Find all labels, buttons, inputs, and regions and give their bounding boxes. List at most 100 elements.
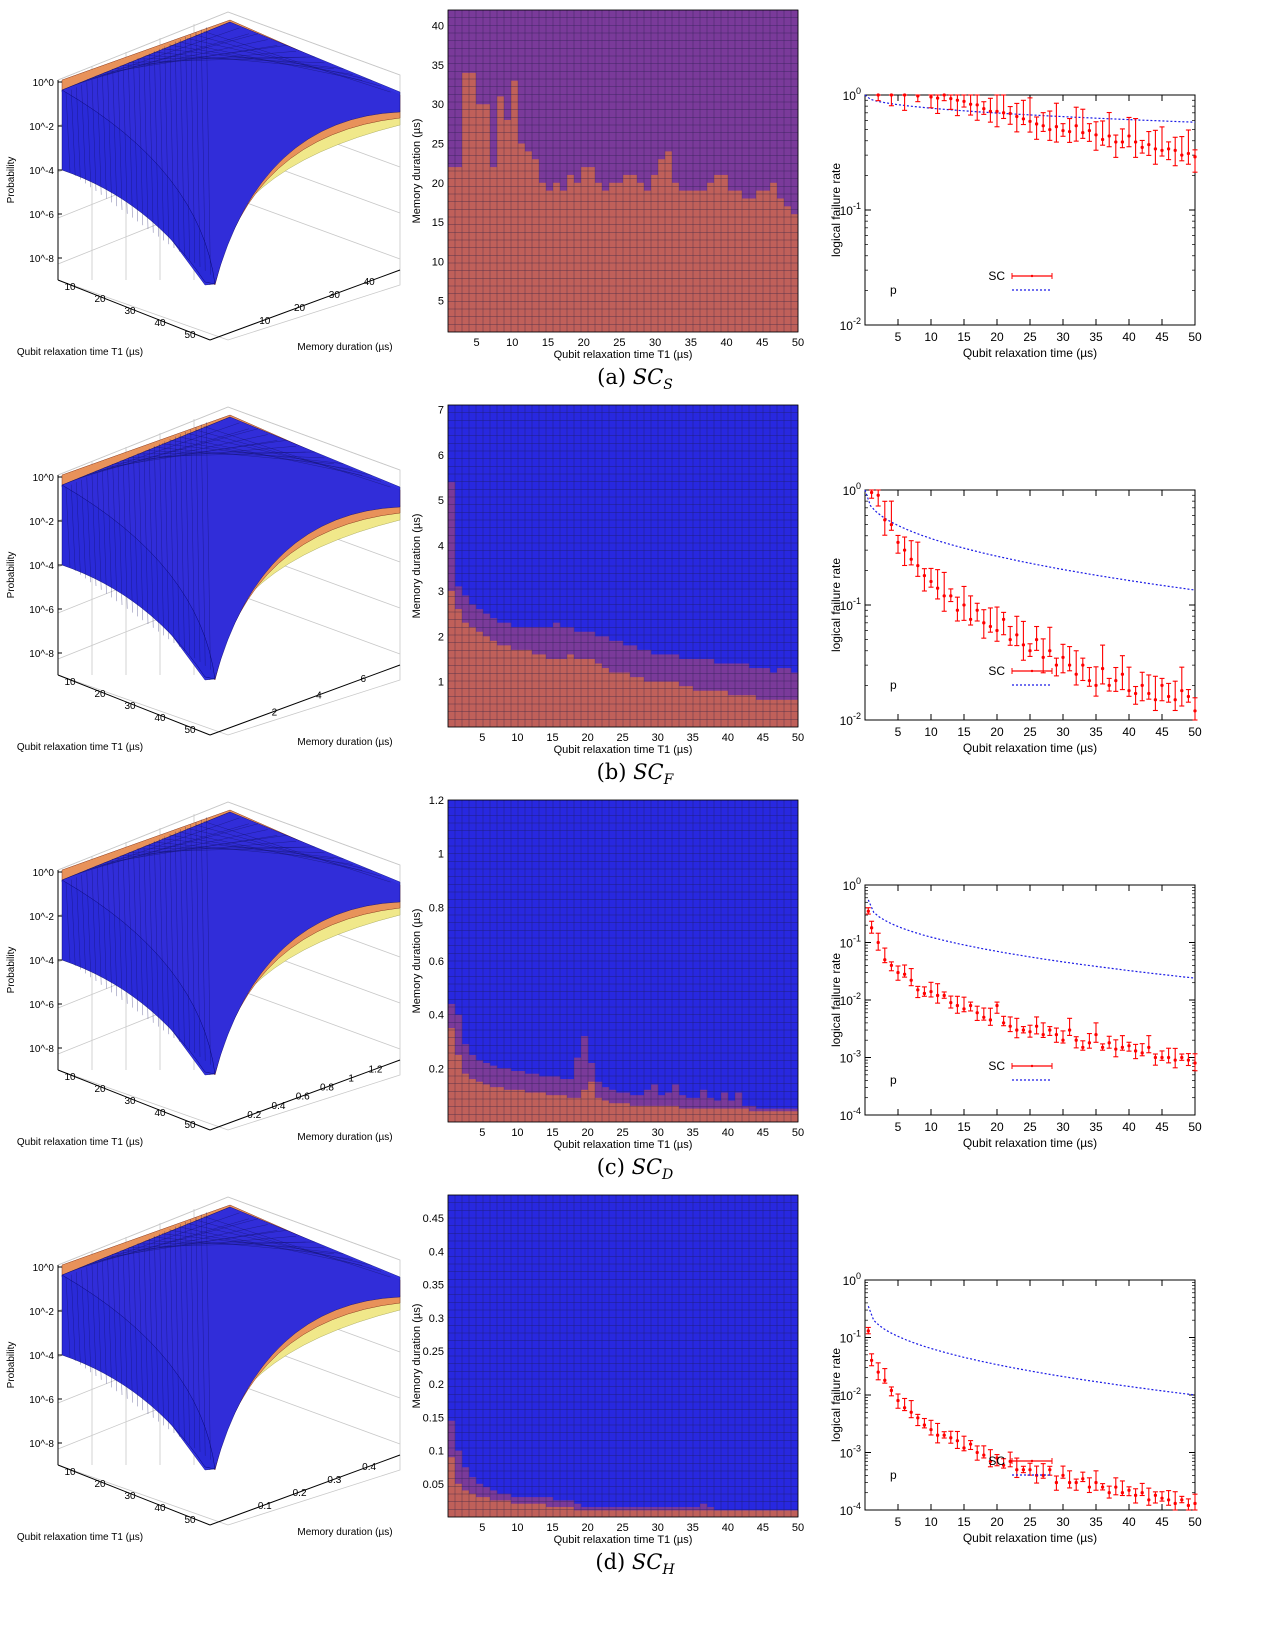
sc-point (948, 94, 954, 110)
heatmap-red-column (483, 1084, 491, 1122)
legend-sc-label: SC (988, 664, 1005, 678)
x-tick-label: 30 (1056, 1515, 1070, 1529)
x-axis-label: Qubit relaxation time (µs) (963, 1136, 1097, 1150)
x-tick-label: 40 (1122, 330, 1136, 344)
sc-point (987, 607, 993, 633)
sc-point (974, 1005, 980, 1021)
sc-point (1067, 1470, 1073, 1489)
sc-point (1185, 129, 1191, 165)
heatmap-y-tick: 0.1 (429, 1446, 444, 1458)
sc-point (1067, 118, 1073, 143)
heatmap-red-column (511, 80, 519, 333)
sc-point (961, 585, 967, 621)
heatmap-red-column (700, 1510, 708, 1517)
mem-axis-label: Memory duration (µs) (297, 342, 392, 353)
heatmap-red-column (553, 1507, 561, 1517)
heatmap-red-column (749, 695, 757, 727)
heatmap-y-tick: 5 (438, 495, 444, 507)
sc-point (1172, 136, 1178, 167)
heatmap-red-column (763, 699, 771, 727)
sc-point (1001, 1458, 1007, 1469)
sc-point (1113, 1039, 1119, 1058)
heatmap-red-column (616, 672, 624, 727)
caption-sub: D (662, 1167, 674, 1184)
heatmap-red-column (777, 1111, 785, 1122)
sc-point (941, 991, 947, 999)
mem-tick-label: 4 (316, 691, 322, 702)
sc-point (1113, 666, 1119, 692)
sc-point (1034, 625, 1040, 651)
caption-c: (c) SCD (535, 1155, 735, 1183)
heatmap-red-column (700, 690, 708, 727)
heatmap-x-tick: 40 (722, 1522, 734, 1534)
heatmap-x-tick: 25 (617, 1127, 629, 1139)
sc-point (1060, 1030, 1066, 1044)
heatmap-y-tick: 0.2 (429, 1379, 444, 1391)
caption-sub: F (663, 772, 674, 789)
x-tick-label: 40 (1122, 725, 1136, 739)
sc-point (1001, 611, 1007, 636)
x-tick-label: 25 (1023, 330, 1037, 344)
x-tick-label: 20 (990, 725, 1004, 739)
sc-point (1126, 1486, 1132, 1497)
sc-point (1093, 1470, 1099, 1491)
heatmap-red-column (728, 1108, 736, 1122)
mem-tick-label: 0.3 (327, 1475, 341, 1486)
x-tick-label: 45 (1155, 330, 1169, 344)
heatmap-x-label: Qubit relaxation time T1 (µs) (554, 1139, 693, 1151)
heatmap-red-column (749, 198, 757, 332)
sc-point (1119, 655, 1125, 691)
heatmap-red-column (539, 1503, 547, 1517)
sc-point (921, 568, 927, 592)
x-tick-label: 15 (957, 1515, 971, 1529)
sc-point (1053, 1027, 1059, 1043)
heatmap-red-column (679, 190, 687, 332)
t1-tick-label: 20 (94, 1084, 106, 1095)
heatmap-red-column (770, 1510, 778, 1517)
heatmap-red-column (784, 1510, 792, 1517)
z-tick-label: 10^-6 (29, 605, 54, 616)
heatmap-red-column (665, 1510, 673, 1517)
sc-point (1139, 139, 1145, 154)
caption-sc: SC (632, 365, 664, 389)
caption-prefix: (b) (596, 760, 634, 784)
x-tick-label: 35 (1089, 725, 1103, 739)
x-tick-label: 20 (990, 330, 1004, 344)
sc-point (865, 1326, 871, 1335)
sc-point (1185, 1498, 1191, 1511)
sc-point (915, 1413, 921, 1427)
heatmap-red-column (651, 174, 659, 332)
sc-point (1093, 1022, 1099, 1043)
heatmap-red-column (490, 1087, 498, 1122)
heatmap-red-column (455, 1483, 463, 1517)
legend-sc-label: SC (988, 269, 1005, 283)
heatmap-red-column (546, 1095, 554, 1122)
sc-point (1020, 1465, 1026, 1474)
sc-point (941, 1431, 947, 1439)
pad-curve (867, 1305, 1196, 1396)
y-axis-label: logical failure rate (829, 163, 843, 257)
heatmap-y-tick: 35 (432, 60, 444, 72)
heatmap-red-column (476, 104, 484, 333)
heatmap-c: 0.2 0.4 0.6 0.8 1 1.2 5 10 15 20 25 30 35 40 45 50 Qubit… (411, 795, 804, 1151)
heatmap-red-column (546, 1507, 554, 1517)
sc-point (1166, 682, 1172, 703)
heatmap-x-tick: 25 (617, 732, 629, 744)
x-tick-label: 15 (957, 330, 971, 344)
sc-point (1126, 1041, 1132, 1052)
sc-point (1159, 677, 1165, 702)
heatmap-red-column (455, 1054, 463, 1122)
heatmap-y-tick: 10 (432, 256, 444, 268)
sc-point (865, 907, 871, 915)
heatmap-red-column (560, 1095, 568, 1122)
heatmap-red-column (539, 1092, 547, 1122)
heatmap-x-tick: 45 (757, 1127, 769, 1139)
sc-point (968, 94, 974, 116)
heatmap-red-column (777, 198, 785, 332)
z-axis-label: Probability (6, 552, 17, 599)
heatmap-red-column (644, 190, 652, 332)
mem-tick-label: 0.2 (293, 1488, 307, 1499)
t1-tick-label: 50 (184, 1515, 196, 1526)
sc-point (875, 93, 881, 102)
